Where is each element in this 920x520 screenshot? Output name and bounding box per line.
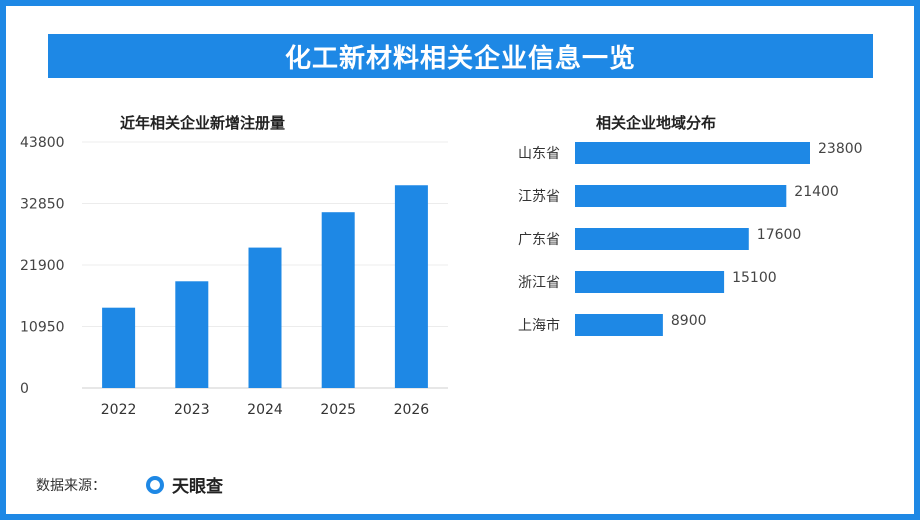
category-label: 江苏省 xyxy=(518,189,560,205)
category-label: 上海市 xyxy=(518,317,560,334)
y-tick-label: 43800 xyxy=(20,135,65,151)
right-chart-title: 相关企业地域分布 xyxy=(596,114,717,132)
category-label: 山东省 xyxy=(518,146,560,162)
page-title: 化工新材料相关企业信息一览 xyxy=(48,34,873,78)
left-chart-title: 近年相关企业新增注册量 xyxy=(120,114,286,132)
source-brand: 天眼查 xyxy=(172,477,223,497)
y-tick-label: 10950 xyxy=(20,320,65,336)
category-label: 浙江省 xyxy=(518,275,560,291)
x-tick-label: 2025 xyxy=(320,402,356,418)
data-source: 数据来源： 天眼查 xyxy=(36,472,223,497)
bar-2026 xyxy=(394,185,428,388)
registration-bar-chart: 0 10950 21900 32850 43800 2022 2023 2024 2025 202… xyxy=(20,135,448,418)
bar-2025 xyxy=(321,212,355,388)
data-label: 17600 xyxy=(757,227,802,243)
hbar-江苏省 xyxy=(575,185,787,207)
hbar-山东省 xyxy=(575,142,810,164)
bar-2023 xyxy=(175,281,209,388)
y-tick-label: 32850 xyxy=(20,197,65,213)
x-tick-label: 2024 xyxy=(247,402,283,418)
data-label: 8900 xyxy=(671,313,707,329)
data-label: 21400 xyxy=(794,184,839,200)
bar-2024 xyxy=(248,247,282,388)
hbar-浙江省 xyxy=(575,271,725,293)
y-tick-label: 21900 xyxy=(20,258,65,274)
region-bar-chart: 山东省 23800 江苏省 21400 广东省 17600 浙江省 15100 上海市 8900 xyxy=(518,141,863,336)
x-tick-label: 2022 xyxy=(101,402,137,418)
x-tick-label: 2026 xyxy=(394,402,430,418)
data-label: 23800 xyxy=(818,141,863,157)
bar-2022 xyxy=(102,307,136,388)
category-label: 广东省 xyxy=(518,232,560,248)
hbar-上海市 xyxy=(575,314,663,336)
y-tick-label: 0 xyxy=(20,381,29,397)
hbar-广东省 xyxy=(575,228,749,250)
source-label: 数据来源： xyxy=(36,477,106,494)
x-tick-label: 2023 xyxy=(174,402,210,418)
tianyancha-logo-icon xyxy=(146,475,164,494)
data-label: 15100 xyxy=(732,270,777,286)
